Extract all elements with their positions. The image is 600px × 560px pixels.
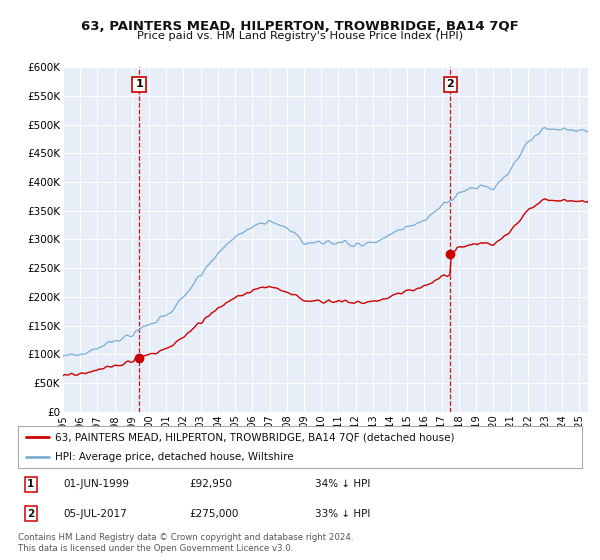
Text: 63, PAINTERS MEAD, HILPERTON, TROWBRIDGE, BA14 7QF: 63, PAINTERS MEAD, HILPERTON, TROWBRIDGE… bbox=[81, 20, 519, 32]
Text: £92,950: £92,950 bbox=[189, 479, 232, 489]
Text: 05-JUL-2017: 05-JUL-2017 bbox=[63, 508, 127, 519]
Text: 2: 2 bbox=[27, 508, 34, 519]
Text: 01-JUN-1999: 01-JUN-1999 bbox=[63, 479, 129, 489]
Text: Contains HM Land Registry data © Crown copyright and database right 2024.: Contains HM Land Registry data © Crown c… bbox=[18, 533, 353, 542]
Text: This data is licensed under the Open Government Licence v3.0.: This data is licensed under the Open Gov… bbox=[18, 544, 293, 553]
Text: 33% ↓ HPI: 33% ↓ HPI bbox=[315, 508, 370, 519]
Text: 34% ↓ HPI: 34% ↓ HPI bbox=[315, 479, 370, 489]
Text: £275,000: £275,000 bbox=[189, 508, 238, 519]
Text: Price paid vs. HM Land Registry's House Price Index (HPI): Price paid vs. HM Land Registry's House … bbox=[137, 31, 463, 41]
Text: 1: 1 bbox=[135, 80, 143, 90]
Text: HPI: Average price, detached house, Wiltshire: HPI: Average price, detached house, Wilt… bbox=[55, 452, 293, 462]
Text: 63, PAINTERS MEAD, HILPERTON, TROWBRIDGE, BA14 7QF (detached house): 63, PAINTERS MEAD, HILPERTON, TROWBRIDGE… bbox=[55, 432, 454, 442]
Text: 1: 1 bbox=[27, 479, 34, 489]
Text: 2: 2 bbox=[446, 80, 454, 90]
